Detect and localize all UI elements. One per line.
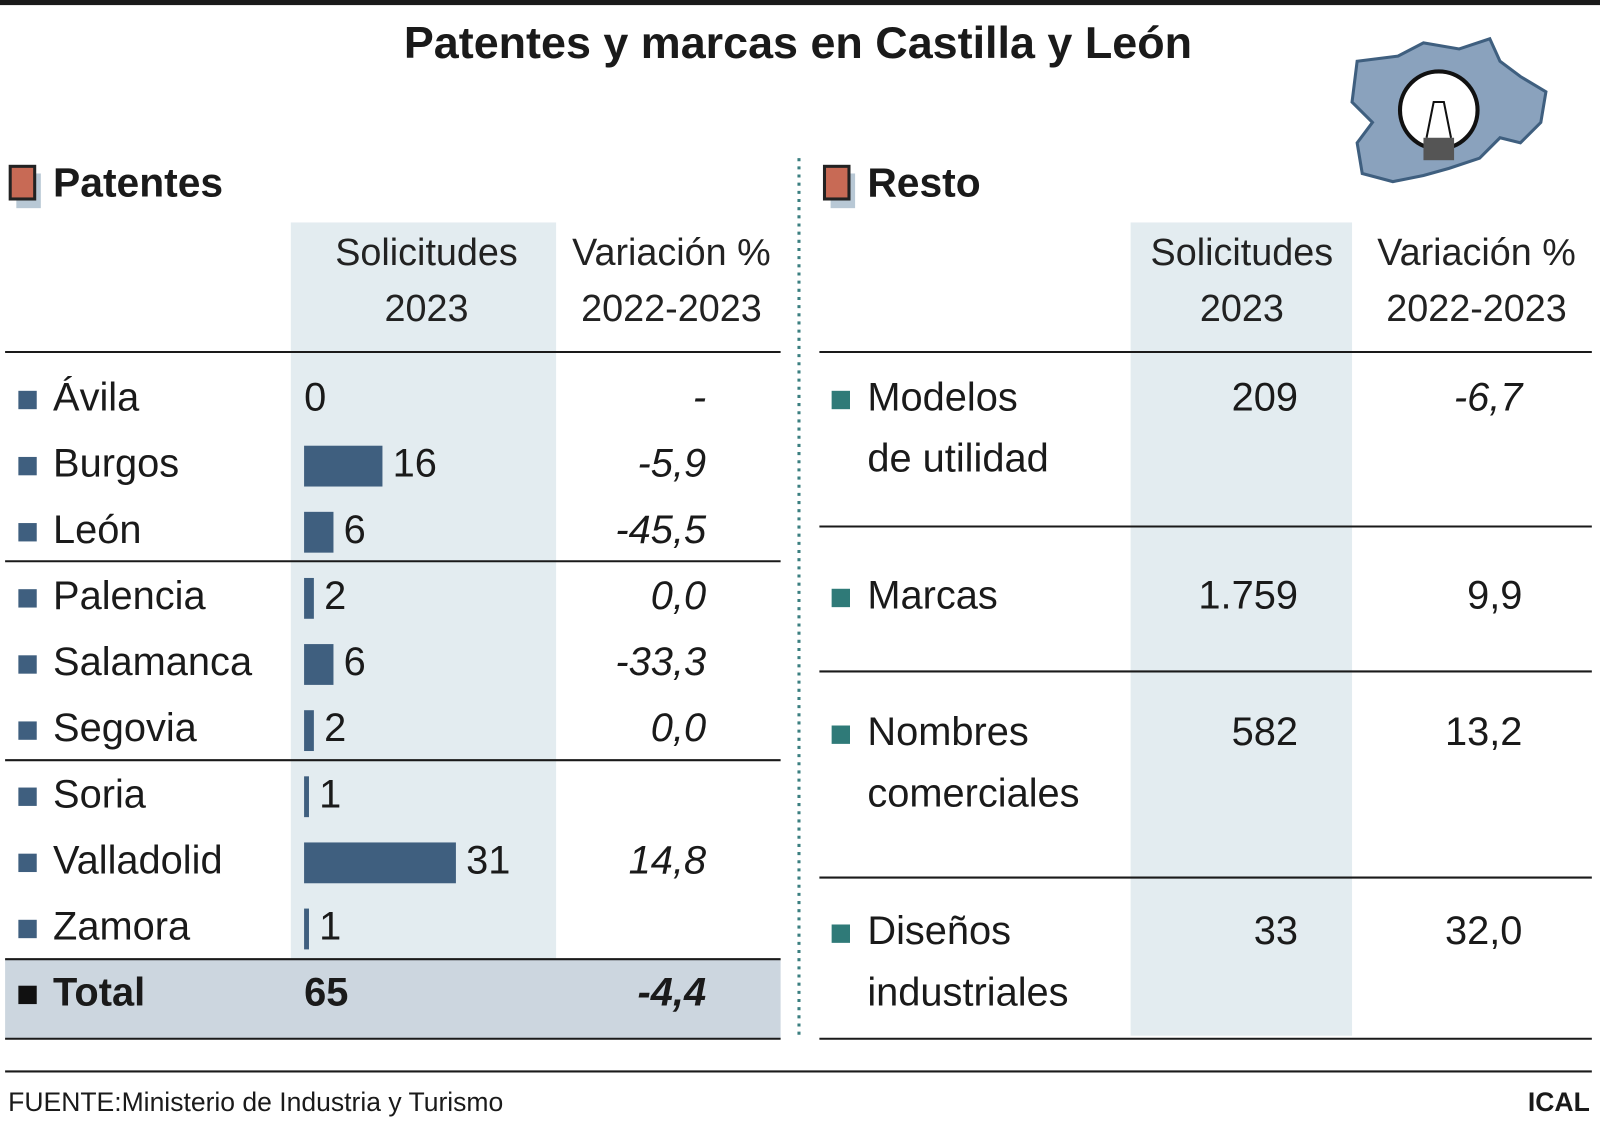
- bullet: [18, 390, 37, 410]
- map-icon: [1350, 36, 1548, 184]
- row-label: Zamora: [53, 904, 191, 948]
- bar: [304, 710, 314, 752]
- credit: ICAL: [1528, 1087, 1590, 1117]
- column-shade: [290, 222, 557, 960]
- row-label: Marcas: [867, 573, 997, 617]
- row-label: de utilidad: [867, 437, 1048, 481]
- section-heading: Resto: [867, 159, 980, 205]
- variation: 14,8: [629, 838, 706, 882]
- column-header: Solicitudes: [1151, 231, 1334, 273]
- variation: -6,7: [1454, 376, 1524, 420]
- bar: [304, 445, 383, 487]
- value-label: 16: [393, 442, 437, 486]
- bullet: [831, 588, 850, 608]
- bar: [304, 842, 456, 884]
- value-label: 1: [319, 772, 341, 816]
- value-label: 6: [344, 640, 366, 684]
- bullet: [18, 721, 37, 740]
- column-header: Variación %: [1377, 231, 1576, 273]
- column-header: 2022-2023: [1386, 287, 1567, 329]
- total-value: 65: [304, 970, 348, 1014]
- heading-icon: [822, 164, 856, 209]
- bar: [304, 577, 314, 619]
- row-label: industriales: [867, 970, 1068, 1014]
- variation: -: [693, 376, 706, 420]
- row-label: comerciales: [867, 771, 1079, 815]
- variation: -45,5: [615, 508, 707, 552]
- row-label: Segovia: [53, 706, 198, 750]
- column-shade: [1130, 222, 1353, 1036]
- row-label: Soria: [53, 772, 147, 816]
- bullet: [18, 787, 37, 806]
- value-label: 2: [324, 574, 346, 618]
- variation: 13,2: [1445, 710, 1522, 754]
- variation: -5,9: [638, 442, 707, 486]
- column-header: 2023: [1200, 287, 1284, 329]
- row-label: Diseños: [867, 909, 1011, 953]
- title: Patentes y marcas en Castilla y León: [404, 17, 1192, 68]
- value-label: 0: [304, 376, 326, 420]
- variation: 0,0: [651, 574, 706, 618]
- value-label: 6: [344, 508, 366, 552]
- total-label: Total: [53, 970, 145, 1014]
- row-label: Nombres: [867, 710, 1028, 754]
- variation: 9,9: [1467, 573, 1522, 617]
- bar: [304, 644, 334, 685]
- heading-icon: [8, 164, 41, 209]
- variation: -33,3: [615, 640, 706, 684]
- column-header: Solicitudes: [335, 231, 518, 273]
- row-label: Ávila: [53, 375, 140, 420]
- bullet: [18, 853, 37, 873]
- bullet: [18, 523, 37, 542]
- bar: [304, 908, 309, 950]
- bullet: [18, 456, 37, 476]
- row-label: Salamanca: [53, 640, 253, 684]
- value: 1.759: [1198, 573, 1298, 617]
- column-header: 2022-2023: [581, 287, 762, 329]
- row-label: Palencia: [53, 574, 206, 618]
- bullet: [18, 589, 37, 608]
- bullet: [831, 924, 850, 943]
- bullet: [18, 919, 37, 939]
- value: 582: [1232, 710, 1298, 754]
- bullet: [18, 655, 37, 674]
- column-header: 2023: [385, 287, 469, 329]
- total-shade: [5, 959, 781, 1039]
- total-variation: -4,4: [638, 970, 707, 1014]
- bullet: [18, 985, 37, 1005]
- top-rule: [0, 0, 1600, 6]
- section-heading: Patentes: [53, 159, 223, 205]
- variation: 0,0: [651, 706, 706, 750]
- variation: 32,0: [1445, 909, 1522, 953]
- column-header: Variación %: [572, 231, 771, 273]
- value: 209: [1232, 376, 1298, 420]
- value-label: 31: [466, 838, 510, 882]
- row-label: Burgos: [53, 442, 179, 486]
- bar: [304, 511, 334, 553]
- bullet: [831, 390, 850, 410]
- value-label: 1: [319, 904, 341, 948]
- source: FUENTE:Ministerio de Industria y Turismo: [8, 1087, 503, 1117]
- row-label: Valladolid: [53, 838, 223, 882]
- bar: [304, 776, 309, 818]
- value: 33: [1254, 909, 1298, 953]
- value-label: 2: [324, 706, 346, 750]
- bullet: [831, 725, 850, 744]
- row-label: Modelos: [867, 376, 1017, 420]
- row-label: León: [53, 508, 141, 552]
